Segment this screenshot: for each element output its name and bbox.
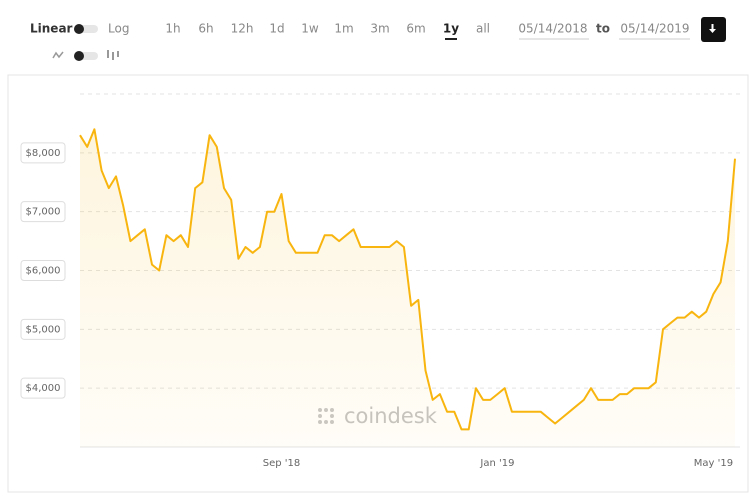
scale-option[interactable]: Linear [30, 22, 73, 36]
y-tick-box [20, 377, 66, 399]
x-tick-label: Jan '19 [479, 458, 514, 469]
y-tick-box [20, 142, 66, 164]
range-button[interactable]: 12h [231, 22, 254, 36]
y-tick-label: $6,000 [26, 266, 61, 277]
toggle-knob [74, 24, 84, 34]
date-separator: to [596, 22, 610, 36]
y-tick-box [20, 318, 66, 340]
y-tick-label: $5,000 [26, 324, 61, 335]
range-button[interactable]: 1m [334, 22, 353, 36]
x-tick-label: Sep '18 [263, 458, 301, 469]
range-button[interactable]: 1y [443, 22, 459, 36]
y-tick-label: $7,000 [26, 207, 61, 218]
range-button[interactable]: 1d [269, 22, 284, 36]
range-button[interactable]: all [476, 22, 490, 36]
range-button[interactable]: 1w [301, 22, 319, 36]
range-button[interactable]: 1h [165, 22, 180, 36]
date-from[interactable]: 05/14/2018 [518, 22, 587, 36]
toggle-knob [74, 51, 84, 61]
y-tick-label: $8,000 [26, 148, 61, 159]
y-tick-box [20, 201, 66, 223]
range-button[interactable]: 6m [406, 22, 425, 36]
scale-option[interactable]: Log [108, 22, 129, 36]
line-icon [52, 51, 64, 59]
range-button[interactable]: 6h [198, 22, 213, 36]
area [80, 129, 735, 448]
candle-icon [107, 50, 119, 60]
price-line [79, 128, 736, 431]
date-to[interactable]: 05/14/2019 [620, 22, 689, 36]
y-tick-label: $4,000 [26, 383, 61, 394]
x-tick-label: May '19 [694, 458, 733, 469]
y-tick-box [20, 260, 66, 281]
range-button[interactable]: 3m [370, 22, 389, 36]
download-icon [709, 24, 716, 33]
